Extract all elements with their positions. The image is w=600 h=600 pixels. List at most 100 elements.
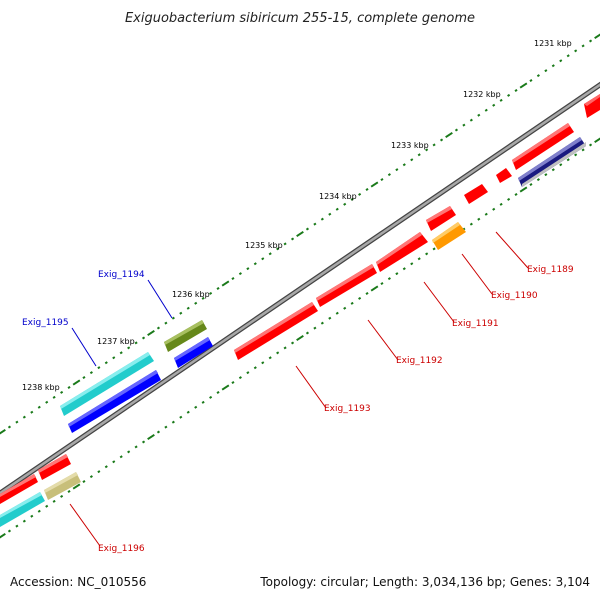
minor-tick [276, 351, 280, 355]
minor-tick [67, 385, 71, 389]
minor-tick [358, 192, 362, 196]
major-tick [519, 82, 528, 89]
minor-tick [477, 113, 481, 117]
minor-tick [358, 296, 362, 300]
gene-exig-1195-blue-block[interactable] [68, 370, 161, 433]
minor-tick [171, 316, 175, 320]
minor-tick [387, 277, 391, 281]
minor-tick [82, 480, 86, 484]
outer-tick-track [0, 33, 600, 435]
minor-tick [566, 54, 570, 58]
gene-bottom-left-red-a[interactable] [0, 474, 38, 504]
gene-label-exig-1195[interactable]: Exig_1195 [22, 318, 69, 328]
label-leader-lines [69, 231, 529, 547]
minor-tick [305, 227, 310, 231]
minor-tick [268, 252, 272, 256]
minor-tick [194, 405, 198, 409]
gene-exig-1195-cyan-block[interactable] [60, 352, 154, 416]
major-tick [0, 428, 6, 435]
minor-tick [60, 494, 64, 498]
gene-exig-1192-block-a[interactable] [376, 232, 428, 272]
minor-tick [201, 296, 205, 300]
minor-tick [507, 197, 511, 201]
gene-exig-1194-olive-block[interactable] [164, 320, 207, 352]
minor-tick [179, 415, 183, 419]
minor-tick [365, 187, 369, 191]
minor-tick [499, 98, 503, 102]
minor-tick [529, 183, 533, 187]
minor-tick [60, 390, 64, 394]
minor-tick [238, 376, 242, 380]
minor-tick [551, 168, 555, 172]
minor-tick [156, 430, 161, 434]
gene-small-red-2[interactable] [464, 184, 488, 204]
minor-tick [209, 291, 213, 295]
minor-tick [477, 217, 481, 221]
gene-label-exig-1192[interactable]: Exig_1192 [396, 356, 443, 366]
gene-label-exig-1190[interactable]: Exig_1190 [491, 291, 538, 301]
minor-tick [544, 69, 548, 73]
navy-feature-block[interactable] [518, 137, 586, 187]
reverse-strand-features [0, 137, 586, 527]
minor-tick [574, 153, 578, 157]
gene-exig-1191-block[interactable] [426, 206, 456, 231]
gene-small-red-1[interactable] [496, 168, 512, 183]
genome-summary: Topology: circular; Length: 3,034,136 bp… [259, 575, 590, 589]
minor-tick [335, 311, 339, 315]
minor-tick [201, 400, 205, 404]
minor-tick [305, 331, 310, 335]
minor-tick [484, 212, 488, 216]
minor-tick [328, 212, 332, 216]
minor-tick [127, 346, 131, 350]
minor-tick [313, 222, 317, 226]
minor-tick [171, 420, 175, 424]
minor-tick [283, 242, 287, 246]
major-tick [0, 532, 6, 539]
gene-exig-1190-block[interactable] [432, 222, 466, 250]
gene-exig-1194-blue-block[interactable] [174, 337, 213, 368]
minor-tick [320, 217, 324, 221]
minor-tick [588, 39, 593, 43]
minor-tick [37, 405, 41, 409]
major-tick [296, 230, 304, 238]
minor-tick [328, 316, 332, 320]
gene-label-exig-1196[interactable]: Exig_1196 [98, 544, 145, 554]
gene-label-exig-1189[interactable]: Exig_1189 [527, 265, 574, 275]
gene-bottom-left-red-b[interactable] [38, 454, 71, 480]
minor-tick [410, 158, 414, 162]
minor-tick [343, 306, 347, 310]
minor-tick [350, 197, 354, 201]
gene-labels: Exig_1194 Exig_1195 Exig_1189 Exig_1190 … [22, 265, 574, 554]
minor-tick [97, 366, 101, 370]
minor-tick [469, 222, 473, 226]
minor-tick [186, 306, 190, 310]
tick-label-1234: 1234 kbp [319, 192, 357, 201]
minor-tick [52, 395, 56, 399]
minor-tick [432, 247, 436, 251]
gene-label-exig-1191[interactable]: Exig_1191 [452, 319, 499, 329]
minor-tick [179, 311, 183, 315]
gene-bottom-left-cyan[interactable] [0, 492, 45, 527]
minor-tick [335, 207, 339, 211]
gene-exig-1193-block[interactable] [234, 302, 318, 360]
minor-tick [30, 410, 34, 414]
minor-tick [425, 252, 429, 256]
gene-label-exig-1194[interactable]: Exig_1194 [98, 270, 145, 280]
minor-tick [588, 143, 593, 147]
minor-tick [313, 326, 317, 330]
minor-tick [551, 64, 555, 68]
minor-tick [112, 356, 116, 360]
gene-exig-1189-block[interactable] [512, 123, 574, 170]
minor-tick [134, 445, 138, 449]
major-tick [594, 137, 600, 144]
gene-label-exig-1193[interactable]: Exig_1193 [324, 404, 371, 414]
minor-tick [134, 341, 138, 345]
minor-tick [514, 192, 518, 196]
minor-tick [231, 277, 235, 281]
minor-tick [186, 410, 190, 414]
gene-exig-1192-block-b[interactable] [316, 264, 377, 307]
minor-tick [343, 202, 347, 206]
gene-block-top-right[interactable] [584, 94, 600, 118]
gene-exig-1196-khaki-block[interactable] [44, 472, 81, 500]
minor-tick [164, 321, 168, 325]
